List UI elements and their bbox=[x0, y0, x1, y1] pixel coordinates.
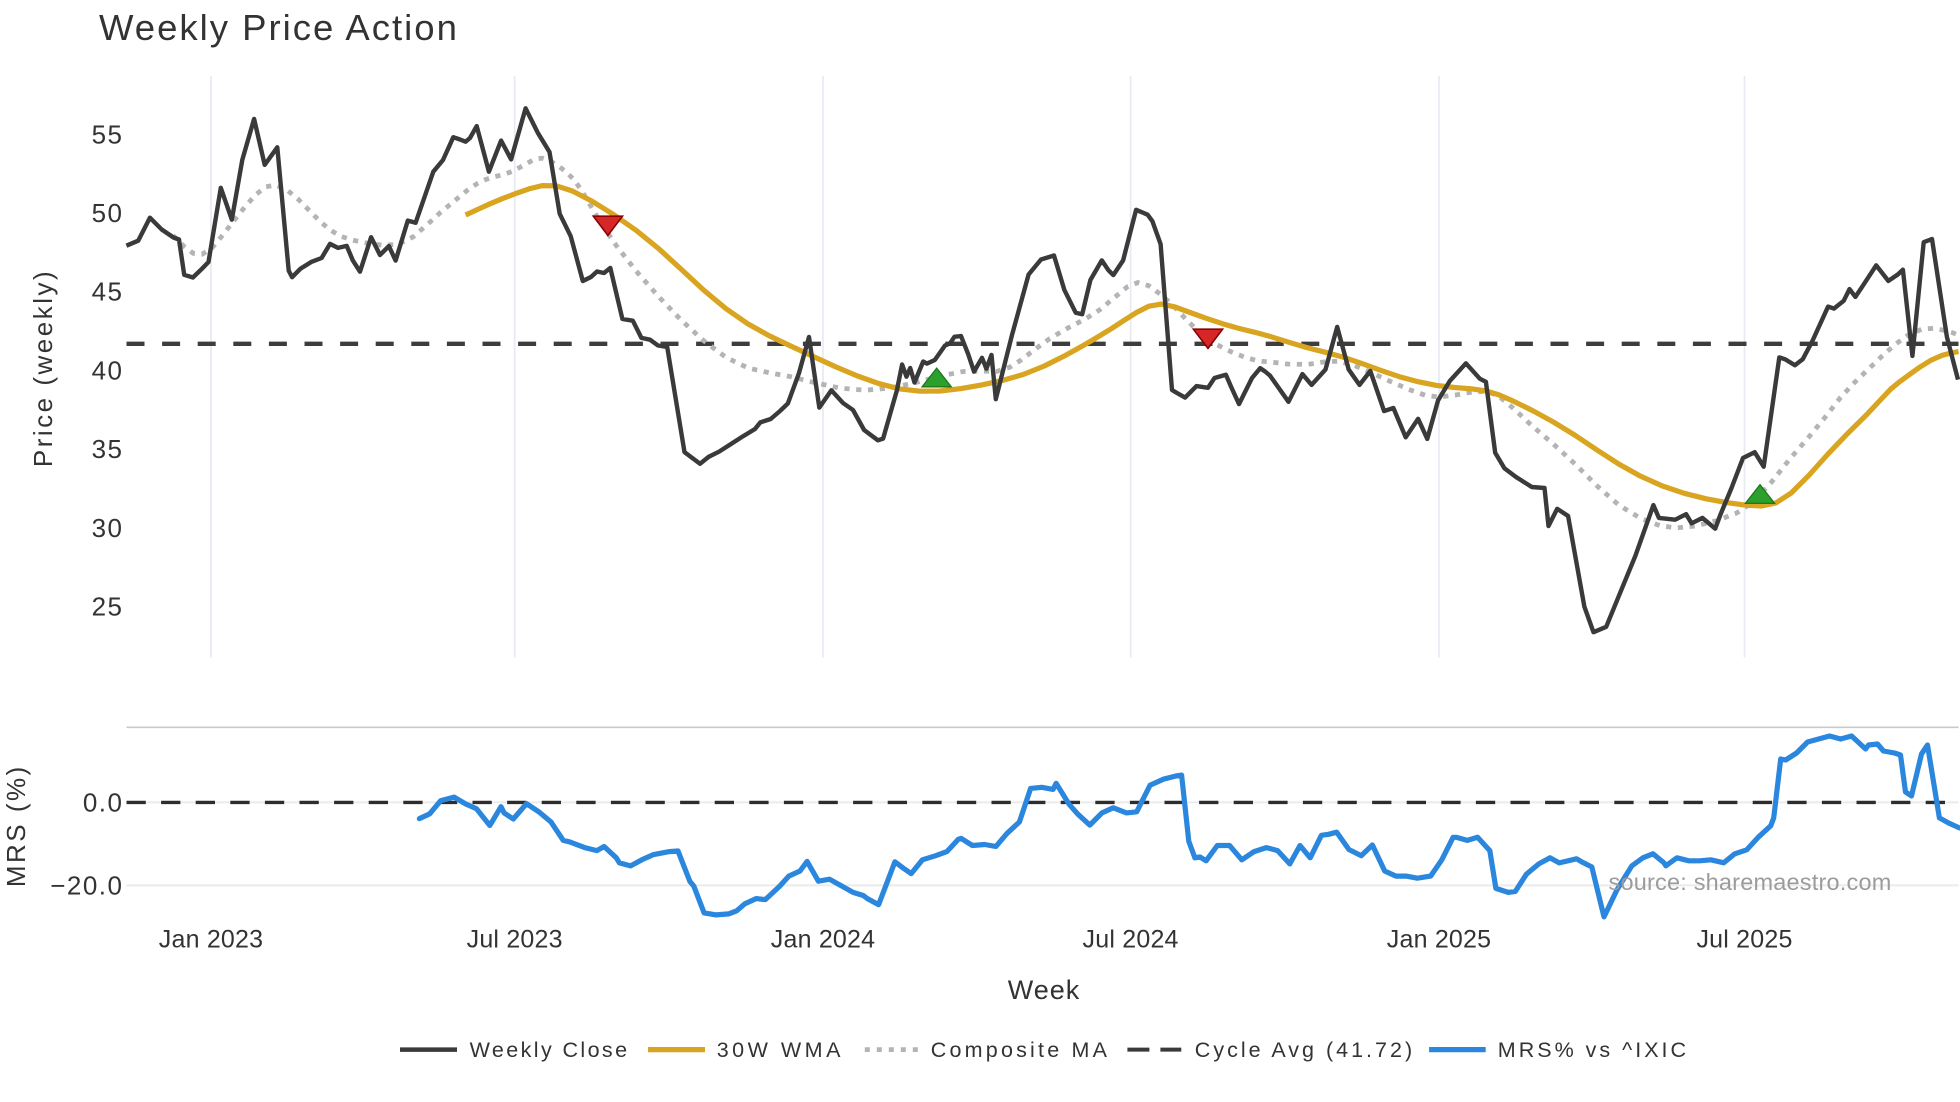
svg-text:Weekly Price Action: Weekly Price Action bbox=[99, 7, 459, 48]
svg-text:Week: Week bbox=[1008, 975, 1081, 1005]
svg-text:MRS (%): MRS (%) bbox=[1, 764, 31, 887]
svg-text:Jan 2023: Jan 2023 bbox=[159, 926, 263, 954]
svg-text:30W WMA: 30W WMA bbox=[717, 1038, 844, 1062]
svg-text:50: 50 bbox=[92, 198, 124, 228]
svg-text:−20.0: −20.0 bbox=[50, 870, 123, 900]
svg-text:30: 30 bbox=[92, 513, 124, 543]
svg-text:source: sharemaestro.com: source: sharemaestro.com bbox=[1609, 869, 1892, 895]
svg-text:45: 45 bbox=[92, 277, 124, 307]
svg-text:Jul 2024: Jul 2024 bbox=[1083, 926, 1179, 954]
svg-text:Price (weekly): Price (weekly) bbox=[28, 269, 58, 467]
svg-text:35: 35 bbox=[92, 434, 124, 464]
svg-text:Jul 2025: Jul 2025 bbox=[1696, 926, 1792, 954]
svg-text:MRS% vs ^IXIC: MRS% vs ^IXIC bbox=[1498, 1038, 1689, 1062]
svg-text:Cycle Avg (41.72): Cycle Avg (41.72) bbox=[1195, 1038, 1415, 1062]
svg-text:Weekly Close: Weekly Close bbox=[470, 1038, 630, 1062]
svg-text:0.0: 0.0 bbox=[83, 787, 124, 817]
svg-text:25: 25 bbox=[92, 592, 124, 622]
svg-text:Jan 2024: Jan 2024 bbox=[771, 926, 875, 954]
svg-text:55: 55 bbox=[92, 119, 124, 149]
svg-text:Jul 2023: Jul 2023 bbox=[467, 926, 563, 954]
svg-text:40: 40 bbox=[92, 356, 124, 386]
svg-text:Jan 2025: Jan 2025 bbox=[1387, 926, 1491, 954]
svg-text:Composite MA: Composite MA bbox=[931, 1038, 1110, 1062]
